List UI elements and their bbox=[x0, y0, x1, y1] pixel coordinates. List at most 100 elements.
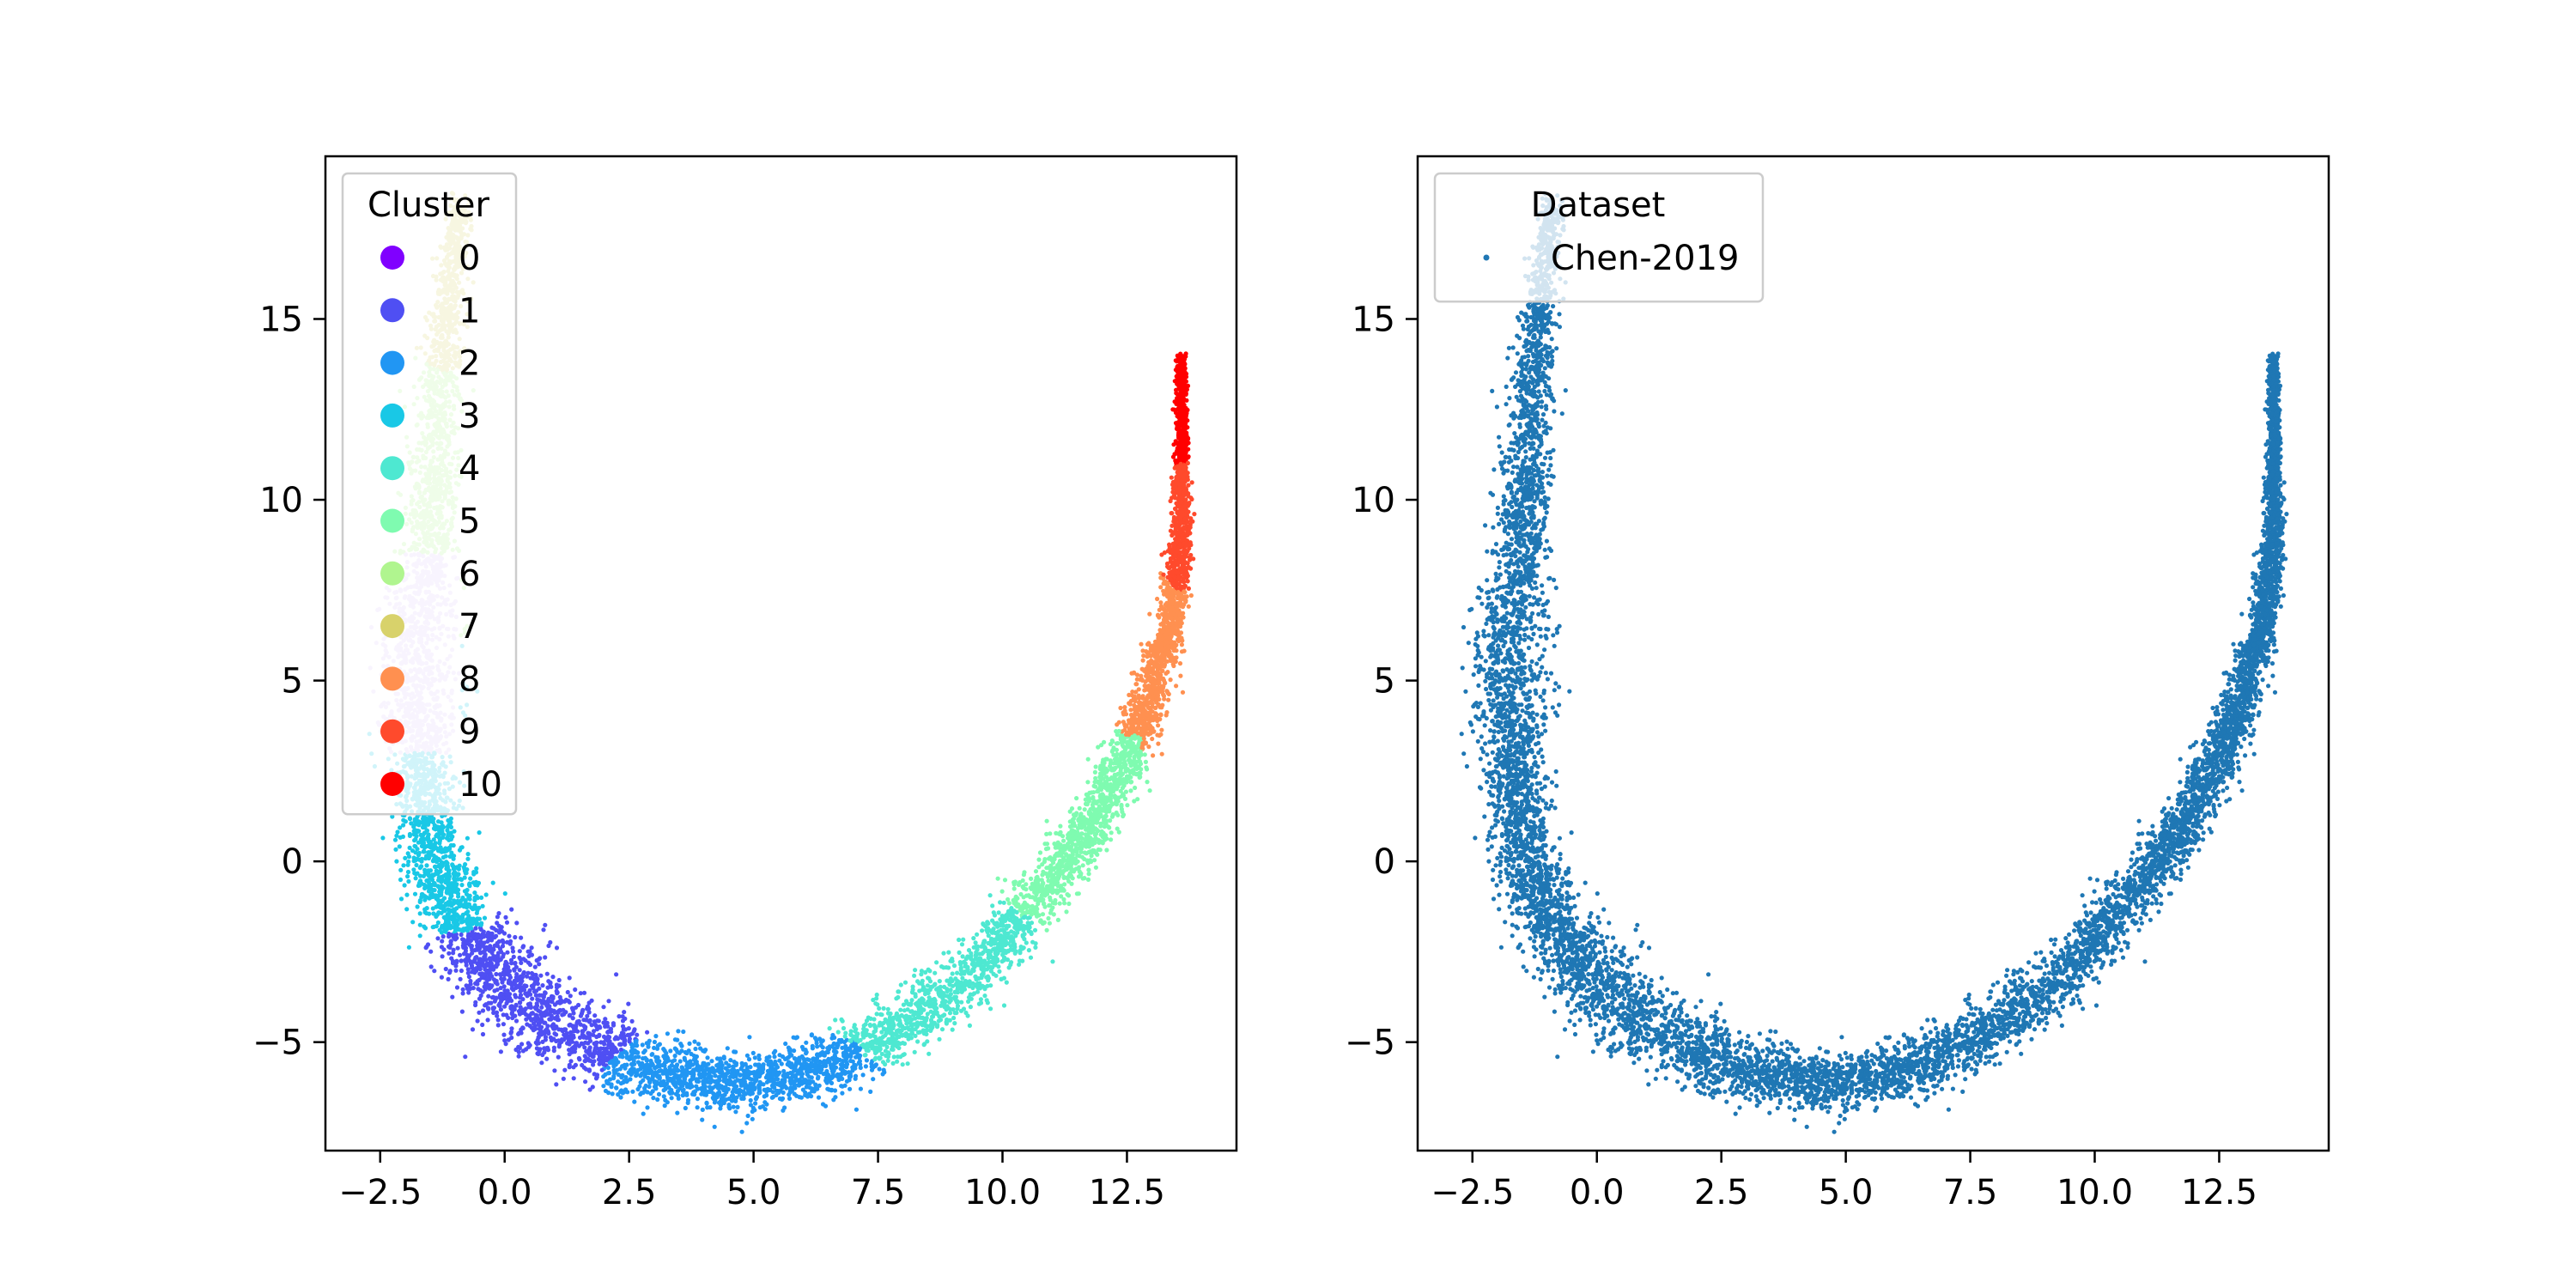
scatter-point bbox=[835, 1030, 841, 1035]
scatter-point bbox=[405, 874, 410, 879]
scatter-point bbox=[923, 969, 928, 975]
scatter-point bbox=[1057, 901, 1062, 906]
scatter-point bbox=[993, 951, 998, 957]
scatter-point bbox=[1047, 920, 1052, 926]
scatter-point bbox=[816, 1095, 822, 1100]
scatter-point bbox=[829, 1087, 835, 1092]
scatter-point bbox=[1186, 483, 1191, 488]
scatter-point bbox=[878, 1012, 884, 1017]
scatter-point bbox=[900, 1062, 905, 1067]
scatter-point bbox=[511, 954, 516, 959]
scatter-point bbox=[539, 1060, 544, 1066]
scatter-point bbox=[450, 961, 456, 966]
scatter-point bbox=[610, 1091, 615, 1097]
scatter-point bbox=[850, 1059, 855, 1064]
scatter-point bbox=[695, 1105, 700, 1110]
scatter-point bbox=[1001, 1003, 1007, 1008]
scatter-point bbox=[987, 893, 993, 898]
scatter-point bbox=[1093, 865, 1098, 870]
scatter-point bbox=[479, 895, 484, 900]
scatter-point bbox=[868, 1089, 873, 1094]
scatter-point bbox=[565, 989, 570, 995]
scatter-point bbox=[410, 920, 416, 925]
scatter-point bbox=[781, 1068, 787, 1074]
scatter-point bbox=[454, 985, 460, 990]
scatter-point bbox=[905, 1061, 910, 1066]
scatter-point bbox=[495, 987, 500, 993]
scatter-point bbox=[655, 1097, 660, 1103]
scatter-point bbox=[446, 976, 451, 981]
scatter-point bbox=[1006, 901, 1012, 906]
scatter-point bbox=[459, 968, 465, 974]
scatter-point bbox=[494, 971, 499, 977]
scatter-point bbox=[539, 1005, 544, 1010]
scatter-point bbox=[503, 914, 508, 920]
scatter-point bbox=[1046, 856, 1052, 861]
scatter-point bbox=[483, 892, 489, 897]
scatter-point bbox=[693, 1046, 698, 1052]
scatter-point bbox=[475, 1018, 480, 1024]
scatter-point bbox=[1135, 797, 1140, 802]
scatter-point bbox=[435, 819, 441, 824]
scatter-point bbox=[1122, 796, 1128, 802]
scatter-point bbox=[1048, 910, 1054, 915]
scatter-point bbox=[578, 991, 583, 996]
scatter-point bbox=[898, 982, 903, 987]
scatter-point bbox=[980, 928, 985, 933]
scatter-point bbox=[603, 1017, 608, 1022]
scatter-point bbox=[1069, 881, 1074, 886]
scatter-point bbox=[1061, 838, 1066, 843]
scatter-point bbox=[568, 1059, 574, 1064]
scatter-point bbox=[783, 1041, 788, 1047]
scatter-point bbox=[504, 920, 510, 925]
scatter-point bbox=[662, 1103, 667, 1109]
scatter-point bbox=[509, 907, 514, 912]
scatter-point bbox=[510, 945, 515, 951]
scatter-point bbox=[534, 988, 539, 993]
scatter-point bbox=[1166, 697, 1171, 702]
scatter-point bbox=[432, 888, 437, 893]
scatter-point bbox=[718, 1106, 723, 1111]
scatter-point bbox=[1089, 854, 1094, 859]
scatter-point bbox=[739, 1129, 744, 1134]
scatter-point bbox=[685, 1100, 690, 1105]
scatter-point bbox=[394, 833, 399, 838]
scatter-point bbox=[435, 920, 440, 926]
scatter-point bbox=[1075, 825, 1081, 831]
scatter-point bbox=[1032, 927, 1038, 933]
scatter-point bbox=[683, 1105, 688, 1111]
scatter-point bbox=[406, 945, 411, 950]
scatter-point bbox=[705, 1055, 710, 1060]
scatter-point bbox=[868, 1023, 873, 1029]
scatter-point bbox=[762, 1100, 768, 1105]
scatter-point bbox=[1044, 818, 1049, 823]
scatter-point bbox=[630, 1089, 635, 1094]
scatter-point bbox=[635, 1050, 641, 1055]
scatter-point bbox=[1128, 788, 1133, 793]
scatter-point bbox=[521, 969, 526, 975]
scatter-point bbox=[975, 932, 980, 937]
scatter-point bbox=[1140, 658, 1145, 663]
scatter-point bbox=[1141, 653, 1146, 659]
scatter-point bbox=[833, 1018, 838, 1023]
scatter-point bbox=[465, 852, 471, 857]
scatter-point bbox=[661, 1094, 666, 1099]
scatter-point bbox=[748, 1097, 753, 1103]
scatter-point bbox=[510, 949, 516, 954]
scatter-point bbox=[403, 855, 408, 861]
scatter-point bbox=[1099, 743, 1104, 748]
scatter-point bbox=[815, 1076, 821, 1081]
scatter-point bbox=[471, 880, 477, 885]
scatter-point bbox=[1123, 789, 1128, 794]
scatter-point bbox=[426, 889, 432, 894]
scatter-point bbox=[417, 873, 423, 878]
scatter-point bbox=[401, 823, 406, 828]
scatter-point bbox=[1033, 869, 1039, 874]
scatter-point bbox=[465, 835, 471, 841]
scatter-point bbox=[959, 942, 965, 947]
scatter-point bbox=[380, 835, 386, 841]
scatter-point bbox=[772, 1054, 777, 1060]
scatter-point bbox=[721, 1088, 726, 1093]
scatter-point bbox=[519, 1042, 525, 1047]
